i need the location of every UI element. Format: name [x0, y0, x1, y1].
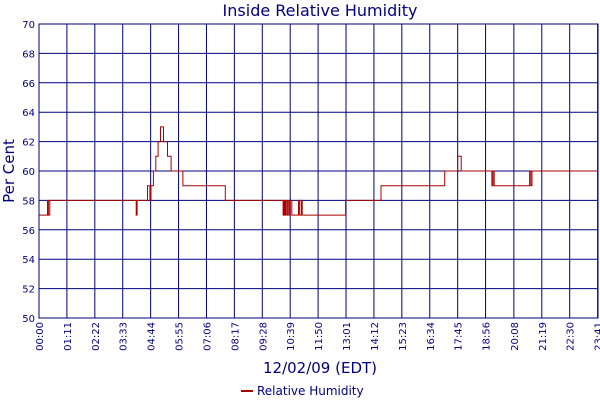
y-tick-label: 56 — [22, 226, 35, 237]
x-tick-label: 20:08 — [510, 322, 521, 351]
series-line-relative-humidity — [39, 126, 598, 216]
x-tick-label: 00:00 — [35, 322, 46, 351]
x-tick-label: 11:50 — [314, 322, 325, 351]
x-tick-label: 13:01 — [342, 322, 353, 351]
y-tick-label: 54 — [22, 255, 35, 266]
grid — [38, 23, 599, 319]
x-tick-label: 15:23 — [398, 322, 409, 351]
legend-label: Relative Humidity — [257, 384, 364, 398]
y-tick-label: 70 — [22, 20, 35, 31]
x-tick-label: 14:12 — [370, 322, 381, 351]
y-tick-label: 52 — [22, 285, 35, 296]
x-tick-label: 07:06 — [202, 322, 213, 351]
series — [39, 126, 598, 216]
x-tick-labels: 00:00 01:11 02:22 03:33 04:44 05:55 07:06 08:17… — [35, 322, 600, 351]
y-tick-label: 66 — [22, 79, 35, 90]
x-tick-label: 01:11 — [63, 322, 74, 351]
x-tick-label: 21:19 — [538, 322, 549, 351]
x-tick-label: 03:33 — [119, 322, 130, 351]
x-tick-label: 18:56 — [482, 322, 493, 351]
x-tick-label: 08:17 — [230, 322, 241, 351]
x-tick-label: 17:45 — [454, 322, 465, 351]
y-axis-title: Per Cent — [0, 139, 18, 203]
y-tick-label: 50 — [22, 314, 35, 325]
y-tick-label: 62 — [22, 138, 35, 149]
x-tick-label: 23:41 — [594, 322, 600, 351]
y-tick-labels: 50 52 54 56 58 60 62 64 66 68 70 — [22, 20, 35, 325]
x-tick-label: 22:30 — [566, 322, 577, 351]
x-tick-label: 16:34 — [426, 322, 437, 351]
x-tick-label: 10:39 — [286, 322, 297, 351]
x-tick-label: 09:28 — [258, 322, 269, 351]
chart-title: Inside Relative Humidity — [223, 1, 418, 20]
y-tick-label: 60 — [22, 167, 35, 178]
x-tick-label: 05:55 — [175, 322, 186, 351]
x-tick-label: 04:44 — [147, 322, 158, 351]
legend: Relative Humidity — [241, 384, 364, 398]
x-axis-title: 12/02/09 (EDT) — [263, 359, 377, 377]
x-tick-label: 02:22 — [91, 322, 102, 351]
y-tick-label: 64 — [22, 108, 35, 119]
y-tick-label: 58 — [22, 196, 35, 207]
y-tick-label: 68 — [22, 49, 35, 60]
